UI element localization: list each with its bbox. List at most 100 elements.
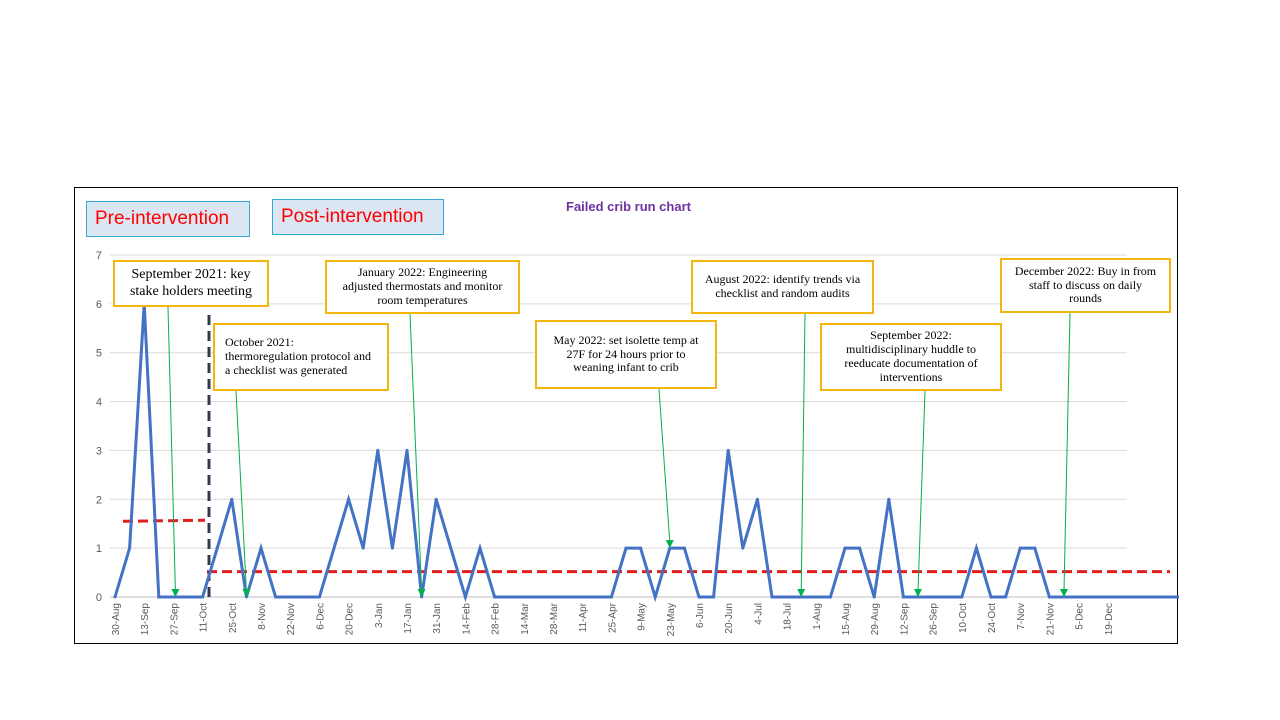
data-point <box>945 595 949 599</box>
chart-title: Failed crib run chart <box>566 199 691 214</box>
data-point <box>828 595 832 599</box>
data-point <box>1004 595 1008 599</box>
data-point <box>478 546 482 550</box>
x-tick-label: 26-Sep <box>929 603 940 636</box>
data-point <box>376 448 380 452</box>
data-point <box>566 595 570 599</box>
y-tick-label: 6 <box>96 299 102 311</box>
data-point <box>449 546 453 550</box>
data-point <box>186 595 190 599</box>
annotation-sep-2021: September 2021: key stake holders meetin… <box>113 260 269 307</box>
annotation-arrow <box>917 390 926 592</box>
y-tick-label: 7 <box>96 250 102 262</box>
x-tick-label: 24-Oct <box>987 603 998 633</box>
x-tick-label: 10-Oct <box>958 603 969 633</box>
data-point <box>580 595 584 599</box>
x-tick-label: 7-Nov <box>1016 603 1027 630</box>
data-point <box>843 546 847 550</box>
data-point <box>1018 546 1022 550</box>
data-point <box>1047 595 1051 599</box>
data-point <box>128 546 132 550</box>
x-tick-label: 14-Feb <box>461 603 472 635</box>
annotation-arrow <box>1063 312 1071 592</box>
x-tick-label: 28-Mar <box>549 602 560 634</box>
data-point <box>989 595 993 599</box>
data-point <box>1106 595 1110 599</box>
x-tick-label: 18-Jul <box>783 603 794 630</box>
x-tick-label: 22-Nov <box>286 603 297 635</box>
annotation-arrowhead <box>914 589 922 597</box>
data-point <box>230 497 234 501</box>
data-point <box>609 595 613 599</box>
data-point <box>332 546 336 550</box>
data-point <box>755 497 759 501</box>
x-tick-label: 14-Mar <box>520 602 531 634</box>
data-point <box>536 595 540 599</box>
data-point <box>814 595 818 599</box>
data-point <box>595 595 599 599</box>
data-point <box>960 595 964 599</box>
data-point <box>347 497 351 501</box>
data-point <box>624 546 628 550</box>
x-tick-label: 20-Jun <box>724 603 735 634</box>
annotation-arrow <box>235 390 247 592</box>
annotation-may-2022: May 2022: set isolette temp at 27F for 2… <box>535 320 717 389</box>
annotation-oct-2021: October 2021: thermoregulation protocol … <box>213 323 389 391</box>
x-tick-label: 5-Dec <box>1075 603 1086 630</box>
x-tick-label: 15-Aug <box>841 603 852 635</box>
x-tick-label: 17-Jan <box>403 603 414 634</box>
data-point <box>741 546 745 550</box>
data-point <box>288 595 292 599</box>
y-tick-label: 1 <box>96 543 102 555</box>
data-point <box>1135 595 1139 599</box>
data-point <box>390 546 394 550</box>
data-point <box>639 546 643 550</box>
x-tick-label: 12-Sep <box>899 603 910 636</box>
data-point <box>215 546 219 550</box>
x-tick-label: 31-Jan <box>432 603 443 634</box>
x-tick-label: 11-Apr <box>578 602 589 632</box>
annotation-jan-2022: January 2022: Engineering adjusted therm… <box>325 260 520 314</box>
data-point <box>901 595 905 599</box>
data-point <box>785 595 789 599</box>
data-point <box>171 595 175 599</box>
x-tick-label: 6-Dec <box>315 603 326 630</box>
data-point <box>361 546 365 550</box>
data-point <box>1091 595 1095 599</box>
annotation-sep-2022: September 2022: multidisciplinary huddle… <box>820 323 1002 391</box>
data-point <box>259 546 263 550</box>
data-point <box>507 595 511 599</box>
y-tick-label: 2 <box>96 494 102 506</box>
data-point <box>682 546 686 550</box>
x-tick-label: 6-Jun <box>695 603 706 628</box>
x-tick-label: 3-Jan <box>374 603 385 628</box>
annotation-arrowhead <box>417 589 426 597</box>
x-tick-label: 8-Nov <box>257 603 268 630</box>
data-point <box>405 448 409 452</box>
y-tick-label: 4 <box>96 397 102 409</box>
data-point <box>712 595 716 599</box>
annotation-arrow <box>167 306 176 592</box>
data-point <box>303 595 307 599</box>
x-tick-label: 25-Oct <box>228 603 239 633</box>
x-tick-label: 27-Sep <box>169 603 180 636</box>
x-tick-label: 4-Jul <box>753 603 764 625</box>
data-point <box>274 595 278 599</box>
x-tick-label: 29-Aug <box>870 603 881 635</box>
data-point <box>1150 595 1154 599</box>
data-point <box>770 595 774 599</box>
run-chart: 0 1 2 3 4 5 6 7 30-Aug 13-Sep 27-Sep 11-Oct 25-Oct 8-… <box>96 250 1179 636</box>
x-tick-label: 20-Dec <box>345 603 356 635</box>
annotation-arrowhead <box>242 589 251 597</box>
x-tick-label: 25-Apr <box>607 602 618 633</box>
chart-frame: 0 1 2 3 4 5 6 7 30-Aug 13-Sep 27-Sep 11-Oct 25-Oct 8-… <box>74 187 1179 644</box>
data-point <box>463 595 467 599</box>
data-point <box>1077 595 1081 599</box>
annotation-arrow <box>658 388 671 543</box>
y-tick-label: 5 <box>96 348 102 360</box>
data-point <box>931 595 935 599</box>
data-point <box>157 595 161 599</box>
annotation-arrowhead <box>171 589 180 597</box>
data-point <box>1033 546 1037 550</box>
annotation-arrowhead <box>665 540 674 549</box>
